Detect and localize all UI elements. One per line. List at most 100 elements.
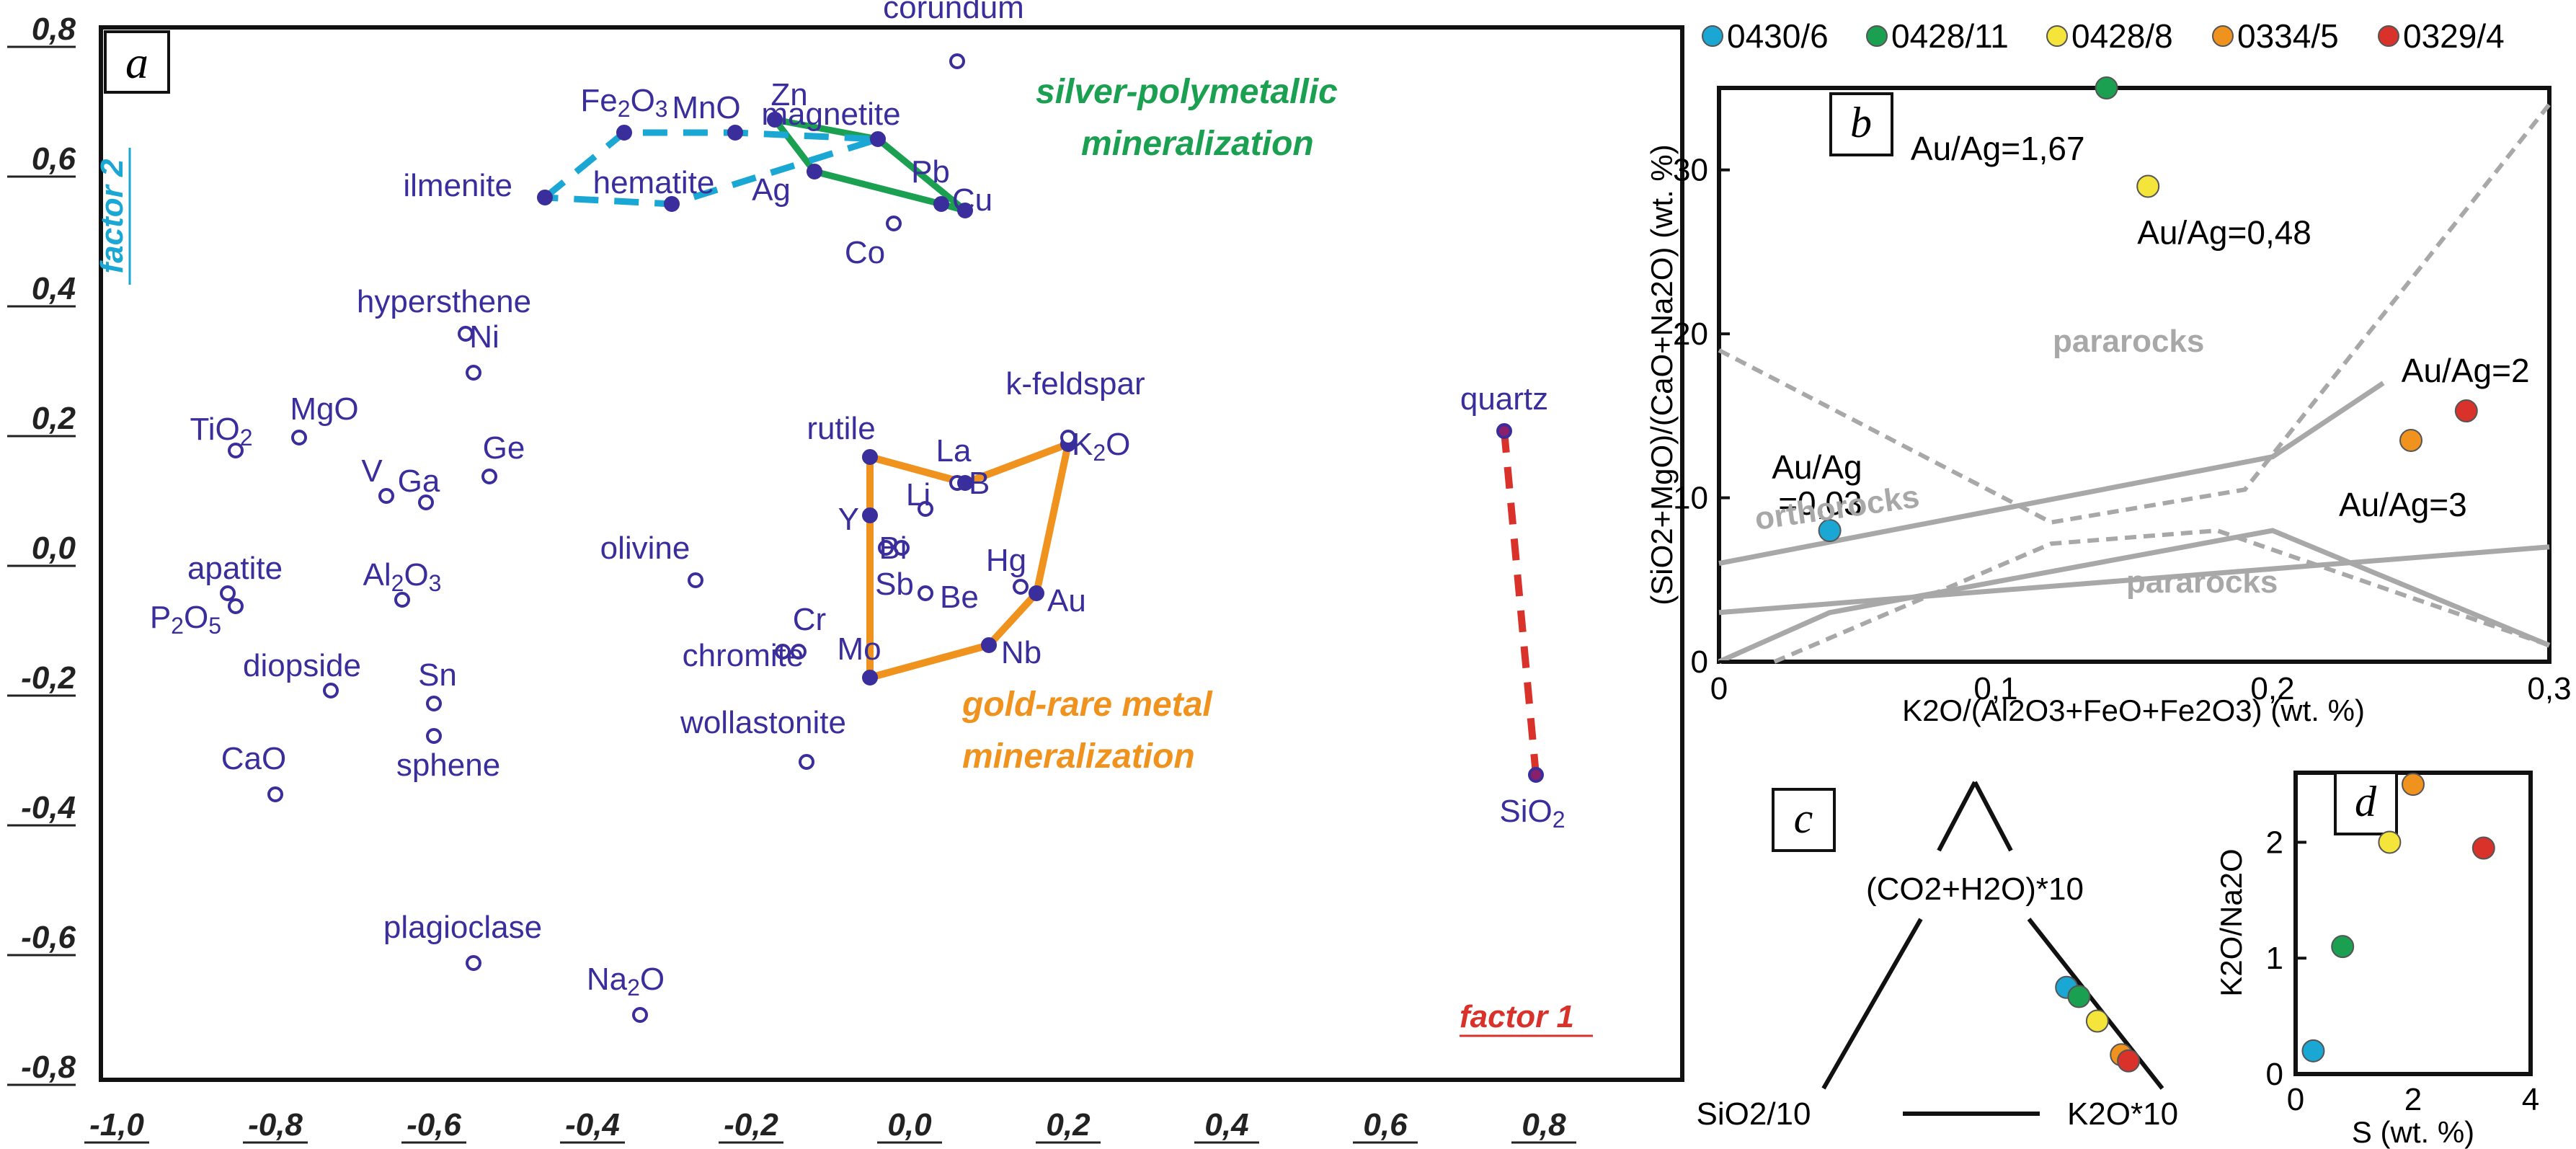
panel-a-letter: a — [125, 37, 148, 88]
panel-c: c (CO2+H2O)*10 SiO2/10 K2O*10 — [1697, 781, 2178, 1132]
field-boundary-solid-2 — [1718, 528, 2551, 665]
b-point-0334-5 — [2399, 428, 2422, 452]
point-co — [886, 216, 902, 231]
point-label-al2o3: Al2O3 — [363, 557, 442, 596]
gold-annotation-line2: mineralization — [962, 737, 1195, 776]
point-corundum — [949, 53, 965, 69]
point-label-pb: Pb — [911, 154, 950, 190]
b-y-tick-label: 20 — [1673, 316, 1708, 352]
panel-a-y-ticks: 0,8 0,6 0,4 0,2 0,0 -0,2 -0,4 -0,6 -0,8 — [7, 12, 76, 1086]
point-label-co: Co — [845, 235, 885, 270]
field-label-pararocks-upper: pararocks — [2053, 324, 2204, 359]
point-label-sb: Sb — [875, 567, 914, 602]
point-hg — [1013, 579, 1029, 595]
d-x-tick-label: 4 — [2522, 1082, 2539, 1117]
legend-marker-0430-6 — [1702, 25, 1723, 47]
d-point-0428-11 — [2331, 935, 2355, 959]
x-tick-label: -0,2 — [724, 1107, 778, 1143]
point-label-li: Li — [906, 477, 931, 513]
point-label-mgo: MgO — [290, 391, 358, 427]
point-mgo — [291, 430, 307, 445]
panel-a-frame — [99, 25, 1684, 1082]
point-label-tio2: TiO2 — [190, 412, 252, 451]
point-au — [1029, 585, 1044, 601]
point-label-chromite: chromite — [683, 638, 804, 673]
b-point-label: Au/Ag=1,67 — [1911, 130, 2085, 167]
point-label-apatite: apatite — [187, 551, 283, 586]
y-tick-label: 0,2 — [32, 401, 76, 436]
point-sn — [426, 696, 442, 711]
point-k-feldspar — [1060, 430, 1076, 445]
point-ga — [418, 494, 434, 510]
x-tick-label: 0,8 — [1522, 1107, 1566, 1143]
y-tick-label: -0,6 — [21, 920, 76, 955]
y-tick-label: 0,0 — [32, 531, 76, 566]
b-y-tick-label: 10 — [1673, 481, 1708, 516]
point-label-b: B — [969, 466, 990, 501]
point-rutile — [862, 449, 878, 465]
point-sphene — [426, 728, 442, 744]
point-label-p2o5: P2O5 — [150, 600, 221, 639]
y-tick-label: 0,6 — [32, 141, 76, 177]
y-tick-label: -0,2 — [21, 660, 76, 696]
legend-marker-0428-8 — [2046, 25, 2068, 47]
point-label-bi: Bi — [879, 531, 907, 566]
legend-label-0428-11: 0428/11 — [1891, 17, 2009, 55]
point-tio2 — [228, 443, 244, 458]
legend-marker-0334-5 — [2212, 25, 2234, 47]
point-label-olivine: olivine — [600, 531, 690, 566]
point-apatite — [220, 585, 236, 601]
point-be — [918, 585, 933, 601]
factor2-label: factor 2 — [94, 159, 130, 273]
d-y-tick-label: 2 — [2266, 825, 2283, 860]
x-tick-label: 0,0 — [887, 1107, 932, 1143]
legend-marker-0329-4 — [2378, 25, 2399, 47]
legend-marker-0428-11 — [1866, 25, 1888, 47]
ternary-edge — [1973, 781, 2013, 852]
y-tick-label: 0,8 — [32, 12, 76, 47]
point-label-rutile: rutile — [807, 411, 875, 446]
point-chromite — [775, 644, 791, 660]
point-label-quartz: quartz — [1460, 381, 1548, 417]
ternary-left-label: SiO2/10 — [1697, 1096, 1811, 1132]
ternary-edge — [1937, 781, 1977, 852]
field-label-pararocks-lower: pararocks — [2126, 564, 2278, 600]
d-point-0430-6 — [2301, 1039, 2325, 1063]
b-x-tick-label: 0,3 — [2527, 671, 2571, 706]
point-label-hematite: hematite — [593, 165, 715, 200]
point-magnetite — [870, 131, 886, 147]
c-point-0428-8 — [2085, 1009, 2109, 1033]
point-label-diopside: diopside — [243, 648, 361, 683]
point-label-mo: Mo — [837, 631, 881, 667]
point-label-plagioclase: plagioclase — [383, 910, 542, 945]
legend: 0430/6 0428/11 0428/8 0334/5 0329/4 — [1702, 17, 2505, 55]
y-tick-label: 0,4 — [32, 271, 76, 306]
d-x-tick-label: 0 — [2287, 1082, 2304, 1117]
point-fe2o3 — [616, 125, 632, 141]
b-point-label: Au/Ag=3 — [2339, 486, 2467, 523]
panel-d-letter: d — [2355, 778, 2377, 825]
point-al2o3 — [394, 592, 410, 608]
x-tick-label: -1,0 — [89, 1107, 144, 1143]
point-hypersthene — [458, 326, 474, 342]
ternary-edge — [1821, 918, 1923, 1090]
panel-c-letter: c — [1794, 794, 1813, 842]
c-point-0329-4 — [2117, 1049, 2141, 1073]
x-tick-label: 0,4 — [1204, 1107, 1248, 1143]
point-ag — [807, 164, 822, 179]
ternary-top-label: (CO2+H2O)*10 — [1866, 871, 2084, 907]
point-pb — [933, 196, 949, 212]
point-label-la: La — [936, 433, 972, 469]
point-ni — [466, 365, 481, 381]
x-tick-label: -0,6 — [407, 1107, 461, 1143]
ternary-edge — [2027, 918, 2164, 1090]
point-bi — [878, 540, 894, 556]
b-point-0430-6 — [1818, 519, 1842, 543]
ternary-triangle — [1821, 781, 2164, 1116]
point-b — [957, 475, 973, 491]
c-point-0428-11 — [2067, 985, 2091, 1008]
x-tick-label: 0,2 — [1046, 1107, 1091, 1143]
